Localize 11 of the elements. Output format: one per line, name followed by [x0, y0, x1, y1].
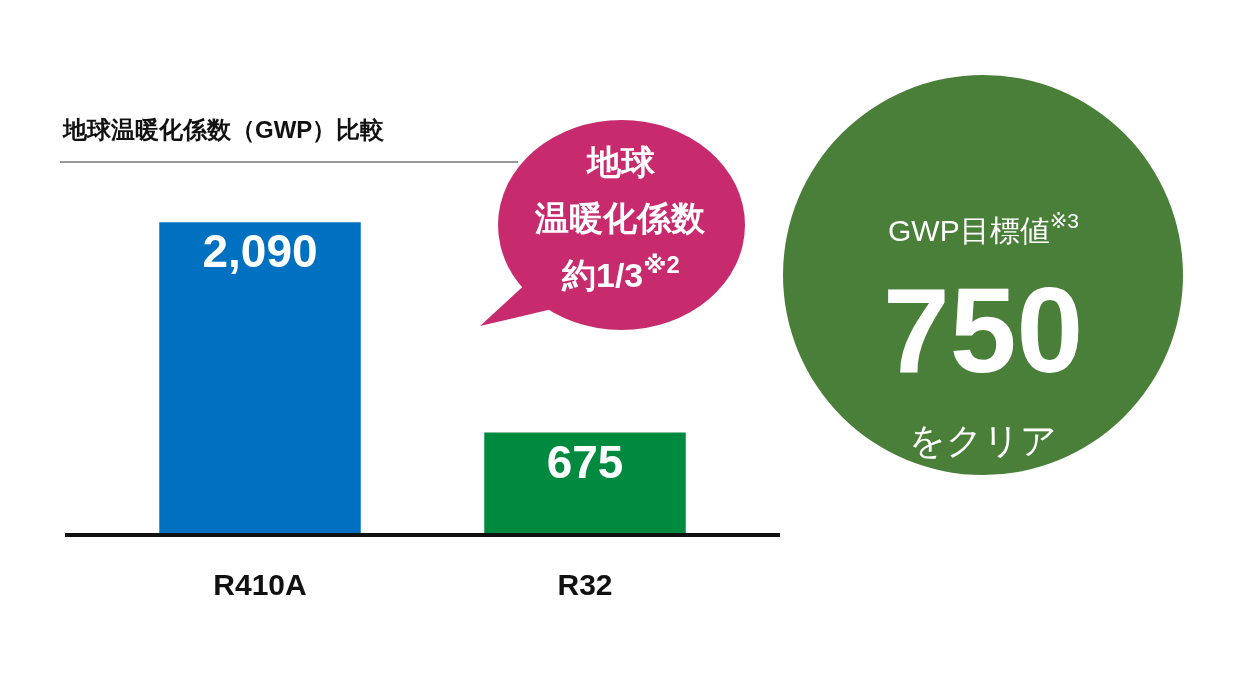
x-tick-label: R32: [557, 568, 613, 601]
chart-title: 地球温暖化係数（GWP）比較: [62, 116, 386, 143]
annotation: 温暖化係数: [534, 199, 706, 237]
data-label: 2,090: [202, 225, 318, 278]
text: をクリア: [909, 420, 1057, 461]
text: 750: [883, 263, 1084, 397]
data-label: 675: [546, 435, 624, 488]
annotation: 約1/3$^{※2}$: [561, 251, 680, 295]
text: 地球: [585, 143, 656, 181]
x-tick-label: R410A: [213, 568, 307, 601]
text: GWP目標値$^{※3}$: [888, 209, 1079, 247]
